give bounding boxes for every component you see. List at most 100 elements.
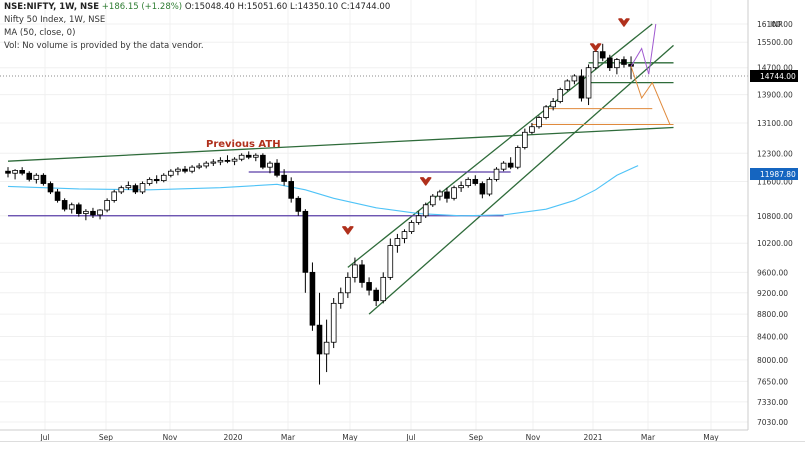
ma-line (7, 165, 639, 217)
candle-body (345, 276, 351, 294)
y-tick-label: 12300.00 (757, 149, 793, 158)
candle-body (160, 174, 167, 182)
candle-body (182, 168, 188, 172)
candle-body (500, 162, 507, 170)
candle-body (465, 178, 471, 187)
candle-body (599, 51, 606, 59)
ma-price-badge (750, 168, 798, 180)
candle-body (260, 154, 266, 168)
bullish-projection-path (630, 23, 657, 75)
candle-body (76, 204, 82, 214)
x-tick-label: Nov (526, 433, 541, 442)
candle-body (33, 174, 40, 180)
candle-body (175, 168, 181, 172)
y-tick-label: 15500.00 (757, 38, 793, 47)
candle-body (274, 162, 280, 176)
candle-body (54, 191, 61, 201)
candle-body (479, 183, 486, 195)
candle-body (189, 166, 195, 172)
legend-row-symbol: NSE:NIFTY, 1W, NSE +186.15 (+1.28%) O:15… (4, 1, 390, 14)
trendlines (7, 23, 674, 315)
x-tick-label: Mar (281, 433, 296, 442)
x-tick-label: Nov (163, 433, 178, 442)
candle-body (97, 209, 103, 216)
x-tick-label: Sep (99, 433, 113, 442)
candle-body (210, 161, 217, 164)
candle-body (387, 245, 394, 278)
candle-body (486, 178, 493, 195)
candle-body (316, 324, 323, 355)
y-tick-label: 8800.00 (757, 310, 788, 319)
legend-row-index: Nifty 50 Index, 1W, NSE (4, 15, 106, 25)
candle-body (153, 178, 160, 182)
candle-body (380, 276, 387, 302)
candle-body (224, 159, 231, 162)
annotation-previous-ath: Previous ATH (206, 139, 281, 150)
down-arrow-icon (589, 43, 602, 52)
candle-body (5, 170, 11, 174)
candle-body (12, 170, 18, 174)
candle-body (132, 185, 139, 193)
candle-body (302, 210, 309, 273)
symbol-label[interactable]: NSE:NIFTY, 1W, NSE (4, 2, 100, 12)
annotation-arrows (342, 18, 630, 235)
candle-body (323, 341, 330, 355)
candle-body (19, 170, 25, 174)
candle-body (245, 154, 252, 158)
candle-body (451, 187, 457, 199)
candle-body (26, 172, 33, 180)
candle-body (444, 191, 450, 199)
candle-body (146, 178, 153, 184)
candle-body (352, 264, 358, 278)
legend-row-volume: Vol: No volume is provided by the data v… (4, 41, 204, 51)
current-price-badge (750, 70, 798, 82)
candle-body (68, 204, 75, 210)
y-tick-label: 8400.00 (757, 332, 788, 341)
y-tick-label: 13900.00 (757, 91, 793, 100)
x-tick-label: Mar (641, 433, 656, 442)
y-tick-label: 9600.00 (757, 268, 788, 277)
candle-body (217, 159, 224, 163)
candle-body (529, 126, 535, 133)
candle-body (550, 101, 556, 108)
currency-label: INR (770, 20, 783, 29)
candle-body (366, 282, 372, 291)
candle-body (281, 174, 287, 182)
candle-body (507, 162, 514, 168)
y-tick-label: 8000.00 (757, 356, 788, 365)
candle-body (401, 231, 408, 239)
candle-body (295, 197, 302, 212)
y-tick-label: 7330.00 (757, 398, 788, 407)
candle-body (578, 75, 585, 99)
price-axis[interactable]: 16100.00 15500.00 14700.00 13900.00 13100.00… (757, 20, 793, 427)
candle-body (571, 75, 578, 82)
candle-body (337, 292, 344, 304)
trend-line (347, 23, 653, 268)
candle-body (543, 106, 549, 118)
candle-body (557, 89, 564, 102)
candle-body (203, 162, 210, 167)
candle-body (472, 178, 479, 184)
x-tick-label: May (703, 433, 719, 442)
ma-price-value: 11987.80 (760, 170, 796, 179)
y-tick-label: 16100.00 (757, 20, 793, 29)
candle-body (125, 185, 132, 189)
candle-body (394, 238, 401, 246)
candle-body (139, 183, 146, 193)
candle-body (592, 51, 599, 69)
candle-body (429, 195, 436, 206)
candle-body (231, 158, 238, 162)
x-tick-label: 2021 (583, 433, 602, 442)
down-arrow-icon (419, 177, 432, 186)
candle-body (47, 183, 54, 193)
bottom-toolbar (0, 441, 805, 452)
candle-body (373, 289, 379, 302)
projection-paths (630, 23, 671, 125)
candle-body (522, 131, 528, 148)
y-tick-label: 9200.00 (757, 289, 788, 298)
legend-row-ma[interactable]: MA (50, close, 0) (4, 28, 76, 38)
candle-body (415, 215, 422, 223)
price-change: +186.15 (+1.28%) (101, 2, 183, 12)
time-axis[interactable]: Jul Sep Nov 2020 Mar May Jul Sep Nov 2021 Mar May (39, 433, 719, 442)
